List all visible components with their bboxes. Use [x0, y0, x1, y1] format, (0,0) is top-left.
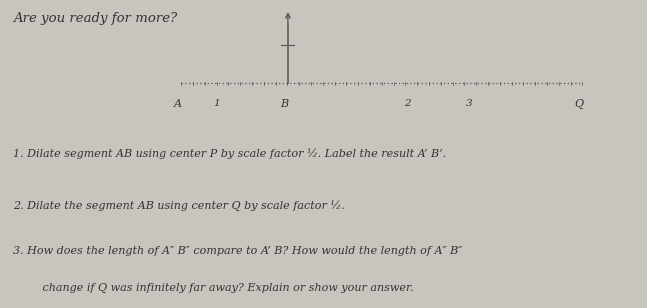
Text: Are you ready for more?: Are you ready for more? — [13, 12, 177, 25]
Text: 3: 3 — [466, 99, 472, 107]
Text: change if Q was infinitely far away? Explain or show your answer.: change if Q was infinitely far away? Exp… — [32, 283, 414, 294]
Text: Q: Q — [575, 99, 584, 109]
Text: 3. How does the length of A″ B″ compare to A’ B? How would the length of A″ B″: 3. How does the length of A″ B″ compare … — [13, 246, 463, 256]
Text: 2: 2 — [404, 99, 411, 107]
Text: 1. Dilate segment AB using center P by scale factor ½. Label the result A’ B’.: 1. Dilate segment AB using center P by s… — [13, 148, 446, 159]
Text: A: A — [174, 99, 182, 108]
Text: B: B — [281, 99, 289, 108]
Text: 1: 1 — [214, 99, 220, 107]
Text: 2. Dilate the segment AB using center Q by scale factor ½.: 2. Dilate the segment AB using center Q … — [13, 200, 345, 211]
